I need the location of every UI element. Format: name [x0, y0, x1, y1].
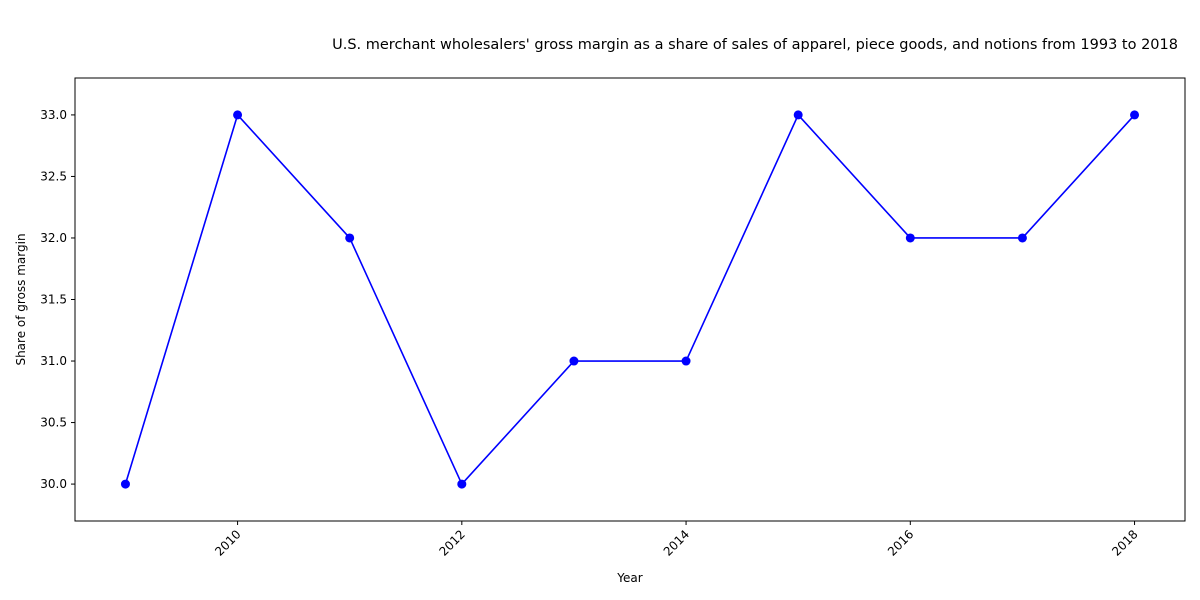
data-point-marker [905, 233, 915, 243]
x-tick-label: 2016 [885, 527, 916, 558]
y-axis-label: Share of gross margin [14, 233, 28, 365]
x-tick-label: 2012 [436, 527, 467, 558]
y-tick-label: 30.5 [40, 416, 67, 430]
plot-frame [74, 77, 1186, 522]
y-tick-label: 32.0 [40, 231, 67, 245]
chart-title: U.S. merchant wholesalers' gross margin … [332, 37, 1178, 53]
y-tick-label: 31.5 [40, 293, 67, 307]
data-point-marker [233, 110, 243, 120]
data-point-marker [345, 233, 355, 243]
x-axis: 2010 2012 2014 2016 2018 [212, 521, 1141, 559]
data-point-marker [793, 110, 803, 120]
y-tick-label: 31.0 [40, 354, 67, 368]
data-point-marker [569, 356, 579, 366]
x-axis-label: Year [616, 571, 642, 585]
data-point-marker [681, 356, 691, 366]
x-tick-label: 2018 [1109, 527, 1140, 558]
data-point-marker [120, 479, 130, 489]
data-point-marker [457, 479, 467, 489]
y-tick-label: 33.0 [40, 108, 67, 122]
series-line [124, 114, 1136, 485]
x-tick-label: 2010 [212, 527, 243, 558]
y-tick-label: 30.0 [40, 477, 67, 491]
plot-area [120, 110, 1140, 489]
x-tick-label: 2014 [661, 527, 692, 558]
data-point-marker [1017, 233, 1027, 243]
y-tick-label: 32.5 [40, 169, 67, 183]
y-axis: 30.0 30.5 31.0 31.5 32.0 32.5 33.0 [40, 108, 75, 491]
data-point-marker [1130, 110, 1140, 120]
